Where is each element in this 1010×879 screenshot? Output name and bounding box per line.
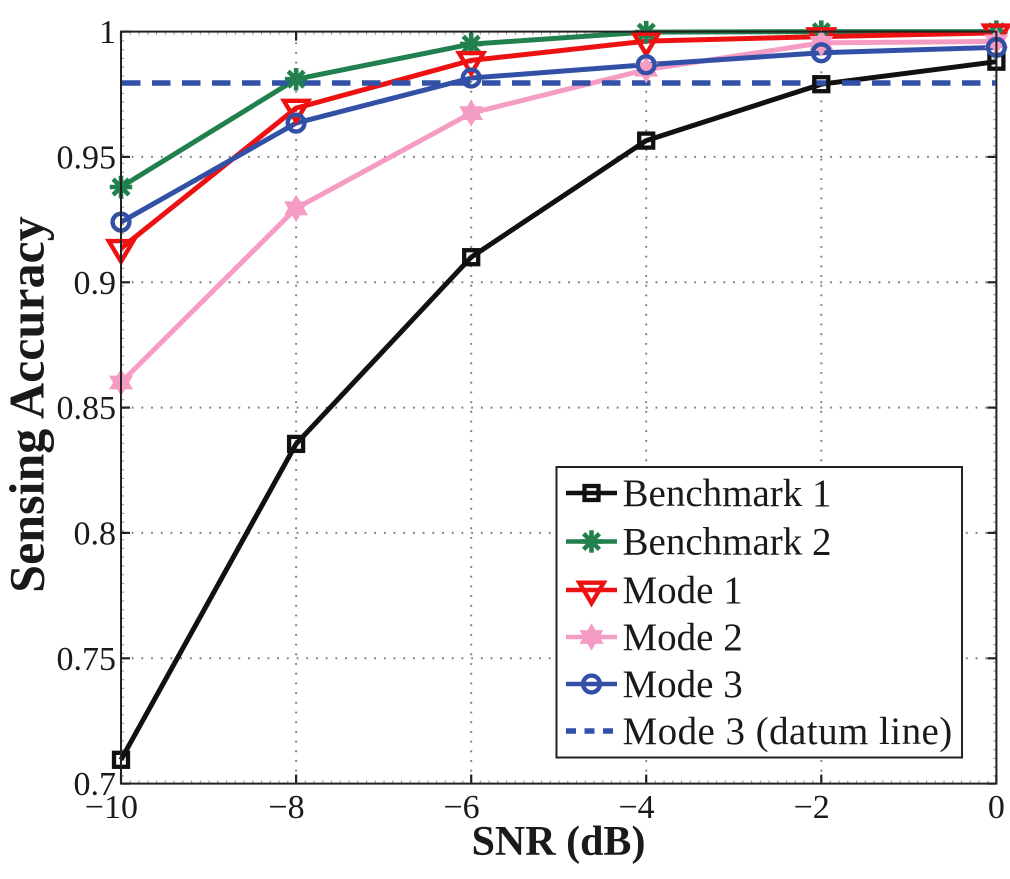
svg-text:0.75: 0.75 [57, 641, 117, 678]
svg-text:−8: −8 [268, 789, 304, 826]
svg-text:Mode 2: Mode 2 [623, 616, 743, 659]
svg-text:Mode 3 (datum line): Mode 3 (datum line) [623, 710, 953, 753]
svg-text:0.85: 0.85 [57, 390, 117, 427]
svg-text:−4: −4 [619, 789, 655, 826]
svg-text:−6: −6 [444, 789, 480, 826]
svg-text:Mode 1: Mode 1 [623, 569, 743, 612]
svg-text:−10: −10 [85, 789, 138, 826]
svg-text:0.8: 0.8 [74, 516, 117, 553]
svg-text:SNR (dB): SNR (dB) [472, 819, 646, 865]
svg-text:Benchmark 2: Benchmark 2 [623, 520, 832, 563]
svg-text:Sensing Accuracy: Sensing Accuracy [0, 216, 55, 592]
svg-text:1: 1 [99, 14, 116, 51]
svg-text:0.95: 0.95 [57, 140, 117, 177]
svg-text:0.7: 0.7 [74, 766, 117, 803]
svg-text:0.9: 0.9 [74, 265, 117, 302]
svg-text:−2: −2 [794, 789, 830, 826]
svg-text:Benchmark 1: Benchmark 1 [623, 472, 832, 515]
svg-text:0: 0 [988, 789, 1005, 826]
svg-text:Mode 3: Mode 3 [623, 663, 743, 706]
